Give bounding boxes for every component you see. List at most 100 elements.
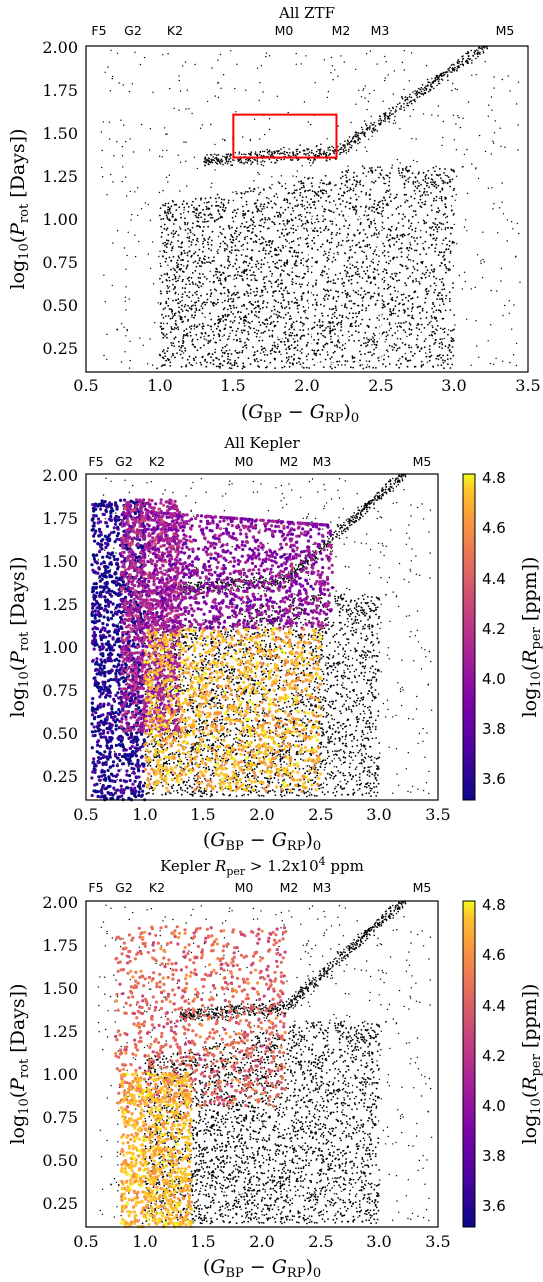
ztf-point (424, 276, 427, 279)
ztf-point (440, 73, 443, 76)
ztf-point (200, 363, 203, 366)
ztf-point (264, 323, 266, 325)
ztf-point (493, 132, 496, 134)
ztf-point (322, 330, 324, 332)
ztf-point (178, 206, 181, 209)
ztf-point (344, 269, 346, 272)
ztf-point (352, 135, 355, 138)
ztf-point (250, 279, 253, 281)
ztf-point (257, 187, 259, 189)
ztf-point (278, 153, 281, 155)
ztf-point (504, 304, 506, 307)
ztf-point (329, 220, 332, 223)
ztf-point (478, 134, 481, 137)
highlight-line-point (275, 337, 278, 339)
ztf-point (215, 341, 218, 344)
ztf-point (449, 252, 452, 254)
ztf-point (440, 195, 443, 198)
ztf-point (449, 357, 452, 360)
ztf-point (120, 119, 122, 121)
ztf-point (231, 300, 234, 303)
ztf-point (373, 127, 375, 129)
ztf-point (307, 291, 310, 294)
ztf-point (371, 171, 374, 174)
ztf-point (257, 624, 260, 626)
ztf-point (224, 279, 227, 282)
ztf-point (174, 286, 176, 288)
ztf-point (158, 155, 161, 157)
ztf-point (303, 335, 305, 337)
ztf-point (294, 154, 297, 156)
ztf-point (351, 138, 354, 140)
ztf-point (288, 250, 291, 253)
ztf-point (286, 220, 289, 223)
ztf-point (261, 658, 264, 660)
ztf-point (413, 99, 416, 101)
ztf-point (327, 183, 330, 185)
ztf-point (415, 327, 418, 329)
ztf-point (263, 347, 266, 350)
ztf-point (475, 57, 477, 60)
ztf-point (423, 346, 426, 349)
ztf-point (466, 52, 469, 55)
ztf-point (179, 246, 182, 249)
ztf-point (116, 52, 119, 54)
highlight-line-point (281, 336, 284, 339)
ztf-point (428, 359, 431, 362)
ztf-point (232, 780, 235, 783)
ztf-point (420, 365, 423, 368)
ztf-point (395, 272, 398, 275)
ztf-point (321, 191, 324, 194)
ztf-point (183, 209, 185, 211)
ztf-point (230, 294, 233, 297)
ztf-point (276, 261, 278, 264)
ztf-point (437, 309, 440, 311)
ztf-point (280, 279, 283, 282)
ztf-point (181, 293, 184, 295)
ztf-point (445, 248, 448, 251)
ztf-point (365, 192, 368, 194)
ztf-point (461, 55, 463, 58)
ztf-point (315, 279, 318, 282)
ztf-point (229, 332, 231, 335)
ztf-point (166, 239, 168, 242)
ztf-point (387, 350, 389, 353)
ztf-point (326, 259, 329, 262)
ztf-point (283, 151, 286, 153)
ztf-point (351, 239, 354, 242)
ztf-point (365, 193, 367, 196)
ztf-point (281, 269, 283, 272)
ztf-point (426, 78, 429, 81)
ztf-point (299, 285, 302, 288)
ztf-point (229, 154, 232, 156)
ztf-point (293, 353, 296, 356)
ztf-point (392, 256, 395, 259)
ztf-point (219, 282, 222, 284)
ztf-point (239, 338, 241, 340)
ztf-point (451, 178, 454, 181)
ztf-point (280, 287, 282, 290)
ztf-point (398, 102, 401, 104)
ztf-point (278, 211, 281, 214)
ztf-point (359, 609, 362, 612)
ztf-point (373, 232, 376, 235)
ztf-point (323, 299, 326, 301)
ztf-point (451, 338, 454, 341)
ztf-point (359, 294, 362, 296)
ztf-point (306, 201, 309, 203)
ztf-point (200, 198, 202, 201)
ztf-point (100, 131, 103, 133)
ztf-point (296, 340, 299, 342)
ztf-point (214, 270, 217, 273)
ztf-point (515, 364, 518, 367)
ztf-point (368, 226, 371, 229)
ztf-point (323, 208, 326, 210)
ztf-point (427, 81, 429, 83)
ztf-point (467, 51, 469, 53)
ztf-point (450, 168, 452, 171)
ztf-point (284, 343, 286, 346)
ztf-point (446, 75, 449, 78)
ztf-point (389, 275, 392, 278)
ztf-point (409, 93, 411, 96)
ztf-point (174, 269, 177, 272)
